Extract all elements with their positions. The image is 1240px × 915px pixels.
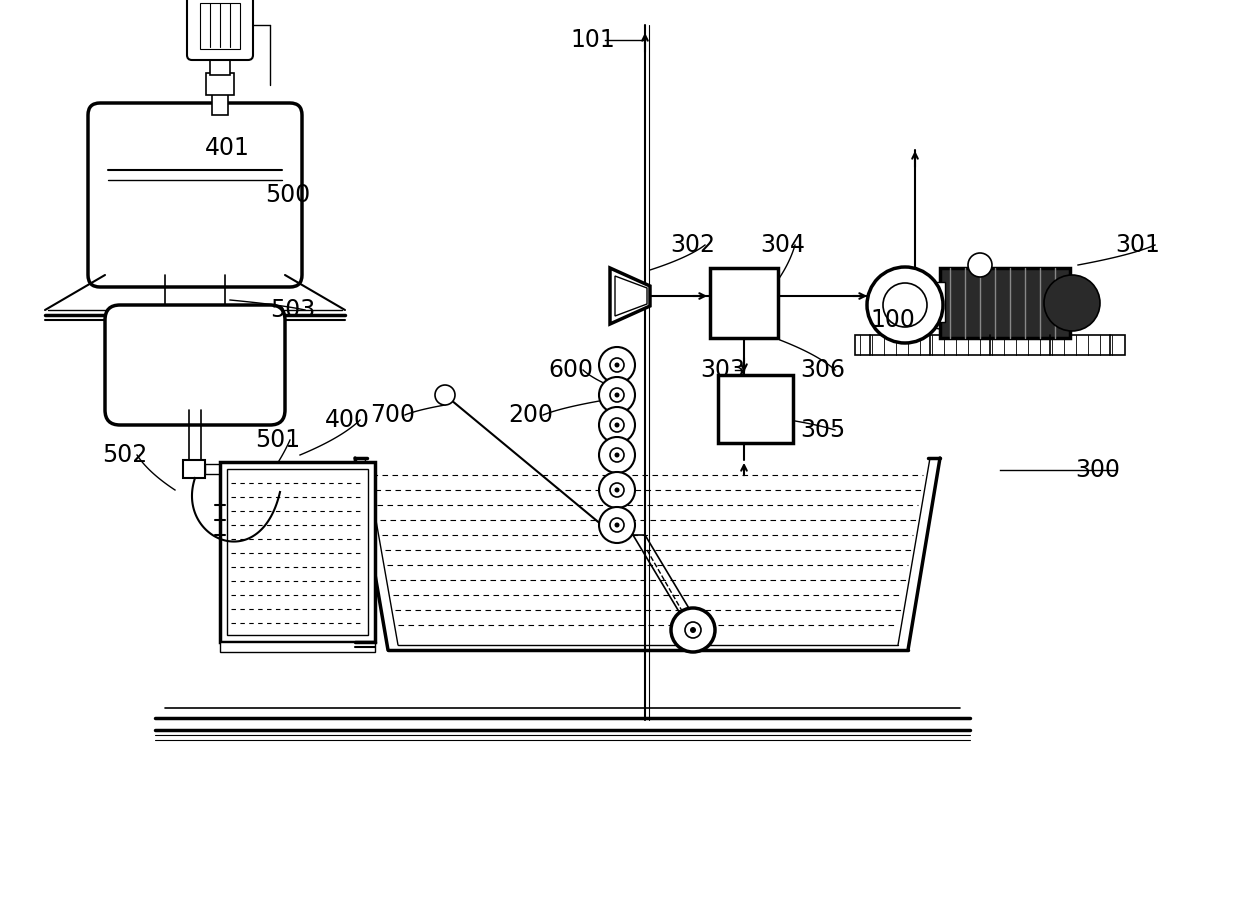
Circle shape: [599, 347, 635, 383]
Circle shape: [867, 267, 942, 343]
Bar: [856, 335, 1125, 355]
Circle shape: [599, 377, 635, 413]
Circle shape: [968, 253, 992, 277]
Text: 401: 401: [205, 136, 250, 160]
Circle shape: [684, 622, 701, 638]
Text: 600: 600: [548, 358, 593, 382]
Circle shape: [610, 388, 624, 402]
Circle shape: [615, 362, 620, 368]
Polygon shape: [615, 276, 647, 316]
Text: 101: 101: [570, 28, 615, 52]
Text: 700: 700: [370, 403, 415, 427]
Bar: [227, 469, 368, 635]
Text: 301: 301: [1115, 233, 1159, 257]
Text: 306: 306: [800, 358, 844, 382]
Circle shape: [615, 453, 620, 458]
Bar: [206, 73, 234, 95]
Text: 503: 503: [270, 298, 315, 322]
Bar: [212, 93, 228, 115]
Text: 200: 200: [508, 403, 553, 427]
Circle shape: [599, 507, 635, 543]
Bar: [219, 642, 374, 652]
Circle shape: [610, 358, 624, 372]
Bar: [711, 268, 777, 338]
Text: 100: 100: [870, 308, 915, 332]
Text: 302: 302: [670, 233, 715, 257]
Polygon shape: [610, 268, 650, 324]
Text: 300: 300: [1075, 458, 1120, 482]
Text: 502: 502: [102, 443, 148, 467]
Bar: [930, 282, 945, 322]
Bar: [940, 268, 1070, 338]
Text: 501: 501: [255, 428, 300, 452]
FancyBboxPatch shape: [187, 0, 253, 60]
Circle shape: [615, 423, 620, 427]
Circle shape: [610, 418, 624, 432]
Bar: [200, 3, 241, 49]
Circle shape: [610, 518, 624, 532]
Bar: [184, 460, 205, 478]
FancyBboxPatch shape: [88, 103, 303, 287]
Circle shape: [599, 437, 635, 473]
Text: 303: 303: [701, 358, 745, 382]
Text: 400: 400: [325, 408, 370, 432]
Circle shape: [599, 472, 635, 508]
Circle shape: [615, 488, 620, 492]
FancyBboxPatch shape: [105, 305, 285, 425]
Circle shape: [435, 385, 455, 405]
Text: 305: 305: [800, 418, 846, 442]
Circle shape: [689, 627, 696, 633]
Text: 500: 500: [265, 183, 310, 207]
Text: 304: 304: [760, 233, 805, 257]
Circle shape: [599, 407, 635, 443]
Circle shape: [610, 483, 624, 497]
Bar: [210, 53, 229, 75]
Circle shape: [610, 448, 624, 462]
Bar: [205, 464, 219, 474]
Circle shape: [615, 393, 620, 397]
Circle shape: [671, 608, 715, 652]
Circle shape: [883, 283, 928, 327]
Circle shape: [1044, 275, 1100, 331]
Circle shape: [615, 522, 620, 528]
Bar: [219, 462, 374, 642]
Bar: [718, 375, 794, 443]
